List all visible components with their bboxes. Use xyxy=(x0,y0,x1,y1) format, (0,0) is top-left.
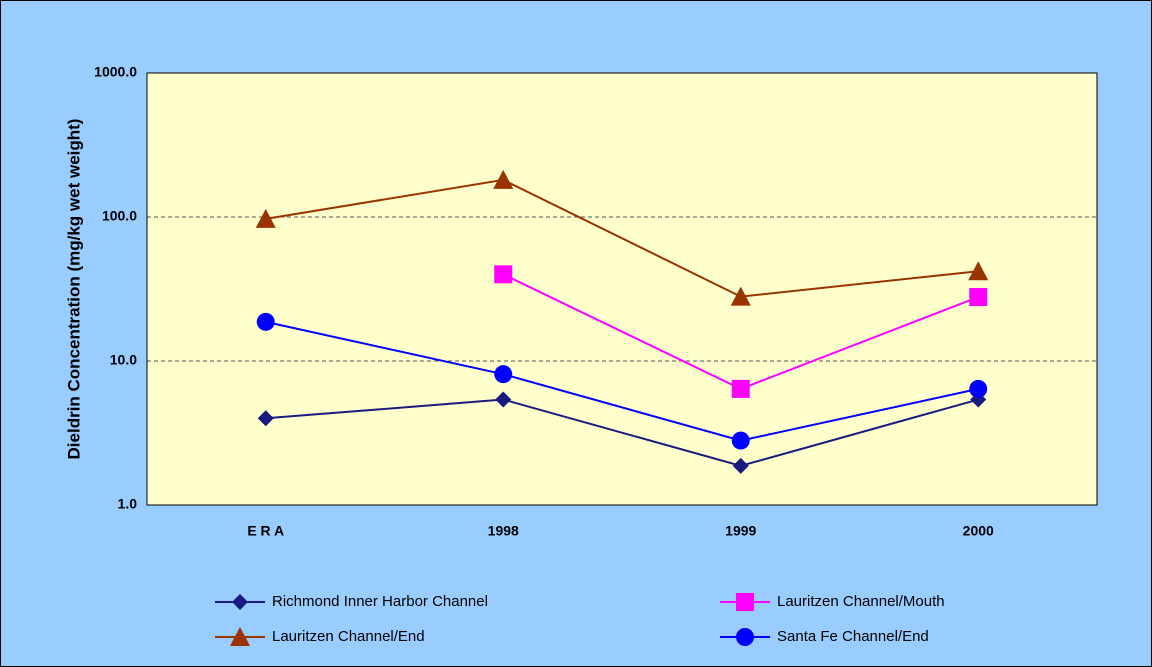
marker xyxy=(257,410,274,427)
series-line xyxy=(265,320,979,442)
legend-label: Richmond Inner Harbor Channel xyxy=(272,593,488,610)
marker xyxy=(732,457,749,474)
legend-label: Lauritzen Channel/End xyxy=(272,628,425,645)
x-tick-label: 2000 xyxy=(963,523,994,539)
marker xyxy=(256,312,275,331)
y-tick-label: 1.0 xyxy=(118,496,138,512)
marker xyxy=(730,286,751,306)
y-tick-label: 1000.0 xyxy=(94,64,137,80)
legend-marker xyxy=(736,593,754,611)
legend-label: Lauritzen Channel/Mouth xyxy=(777,593,945,610)
series-line xyxy=(265,398,979,467)
legend-marker xyxy=(232,594,248,610)
legend-marker xyxy=(736,628,754,646)
marker xyxy=(969,288,988,307)
marker xyxy=(255,208,276,228)
marker xyxy=(495,391,512,408)
marker xyxy=(731,379,750,398)
y-tick-label: 10.0 xyxy=(110,352,137,368)
marker xyxy=(969,379,988,398)
series-line xyxy=(265,178,979,298)
marker xyxy=(494,365,513,384)
y-tick-label: 100.0 xyxy=(102,208,137,224)
x-tick-label: 1999 xyxy=(725,523,756,539)
marker xyxy=(494,265,513,284)
marker xyxy=(968,261,989,281)
marker xyxy=(493,169,514,189)
legend-marker xyxy=(230,627,250,646)
plot-area xyxy=(147,73,1097,505)
x-tick-label: 1998 xyxy=(488,523,519,539)
legend-label: Santa Fe Channel/End xyxy=(777,628,929,645)
marker xyxy=(731,431,750,450)
y-axis-title: Dieldrin Concentration (mg/kg wet weight… xyxy=(64,119,83,460)
x-tick-label: E R A xyxy=(247,523,284,539)
plot-border xyxy=(146,72,1098,506)
